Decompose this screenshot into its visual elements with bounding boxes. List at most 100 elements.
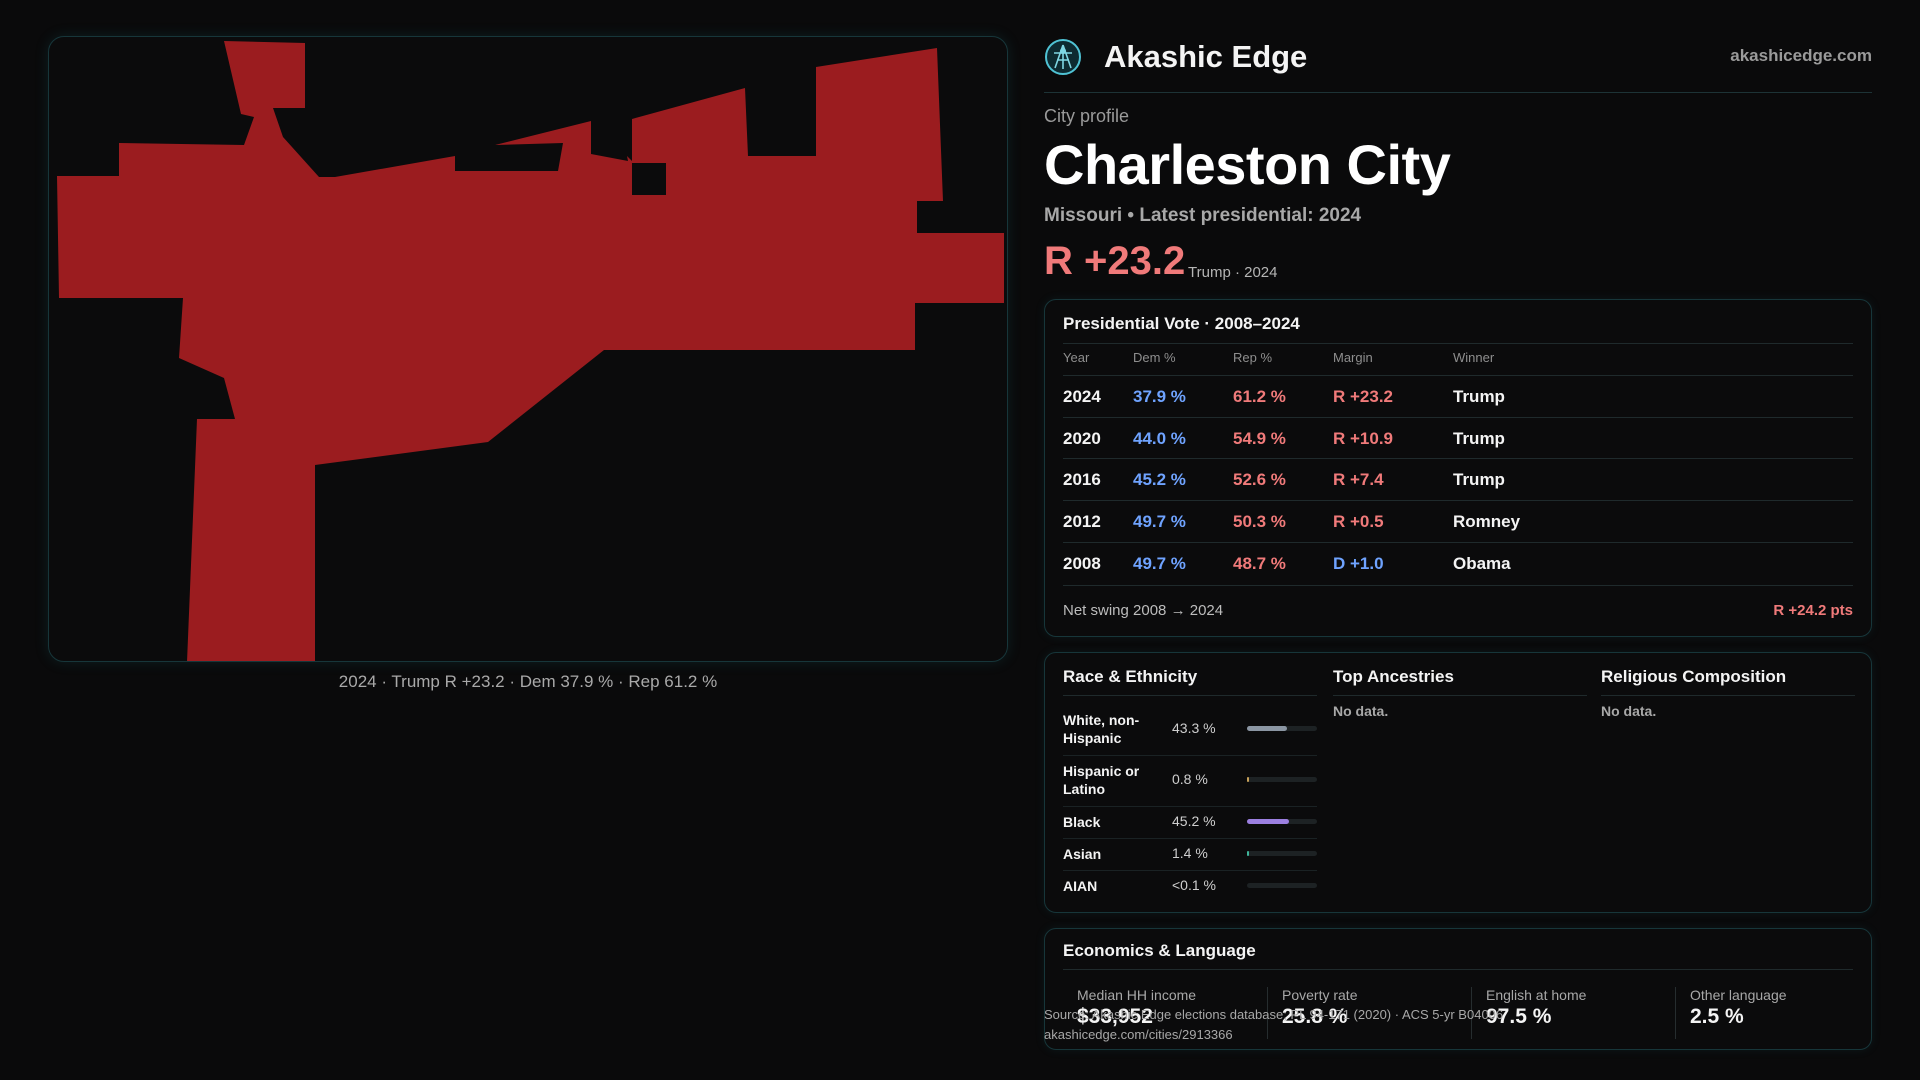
app-name: Akashic Edge (1104, 39, 1308, 74)
page-kicker: City profile (1044, 106, 1130, 126)
row-year: 2020 (1063, 429, 1101, 448)
race-bar (1247, 819, 1317, 824)
list-item: White, non-Hispanic 43.3 % (1063, 705, 1317, 756)
header: Akashic Edge akashicedge.com (1044, 36, 1872, 93)
map-caption: 2024 · Trump R +23.2 · Dem 37.9 % · Rep … (338, 672, 718, 691)
source-note: Source: Akashic Edge elections database;… (1044, 1007, 1504, 1022)
net-swing-value: R +24.2 pts (1773, 602, 1853, 619)
race-title: Race & Ethnicity (1063, 667, 1198, 686)
row-dem: 49.7 % (1133, 512, 1186, 531)
row-winner: Trump (1453, 387, 1505, 406)
race-label: Hispanic or Latino (1063, 763, 1140, 797)
race-label: AIAN (1063, 878, 1098, 894)
table-row: 2024 37.9 % 61.2 % R +23.2 Trump (1063, 375, 1853, 418)
vote-card-title: Presidential Vote · 2008–2024 (1063, 314, 1300, 333)
stat-english-at-home: English at home 97.5 % (1471, 987, 1658, 1039)
divider (1063, 343, 1853, 344)
row-margin: R +10.9 (1333, 429, 1394, 448)
list-item: Hispanic or Latino 0.8 % (1063, 756, 1317, 807)
row-year: 2008 (1063, 554, 1101, 573)
row-year: 2012 (1063, 512, 1101, 531)
stat-label: Median HH income (1077, 987, 1197, 1003)
row-winner: Trump (1453, 429, 1505, 448)
race-value: 43.3 % (1172, 720, 1216, 736)
row-dem: 45.2 % (1133, 470, 1186, 489)
race-value: <0.1 % (1172, 877, 1216, 893)
col-header-margin: Margin (1333, 350, 1373, 365)
race-bar-fill (1247, 726, 1287, 731)
table-row: 2012 49.7 % 50.3 % R +0.5 Romney (1063, 500, 1853, 543)
ancestry-no-data: No data. (1333, 703, 1389, 719)
latest-margin: R +23.2 (1044, 239, 1186, 283)
race-bar (1247, 851, 1317, 856)
row-winner: Romney (1453, 512, 1521, 531)
race-label: White, non-Hispanic (1063, 712, 1140, 746)
row-margin: R +7.4 (1333, 470, 1384, 489)
latest-margin-note: Trump · 2024 (1188, 264, 1278, 281)
table-row: 2016 45.2 % 52.6 % R +7.4 Trump (1063, 458, 1853, 501)
stat-value: 2.5 % (1690, 1005, 1744, 1028)
city-boundary-map[interactable] (48, 36, 1008, 662)
race-value: 0.8 % (1172, 771, 1208, 787)
table-row: 2020 44.0 % 54.9 % R +10.9 Trump (1063, 417, 1853, 460)
row-margin: R +23.2 (1333, 387, 1394, 406)
stat-other-language: Other language 2.5 % (1675, 987, 1856, 1039)
economics-card: Economics & Language Median HH income $3… (1044, 928, 1872, 1050)
stat-label: Poverty rate (1282, 987, 1358, 1003)
akashic-edge-logo-icon[interactable] (1044, 38, 1082, 76)
race-bar-fill (1247, 851, 1249, 856)
race-bar-fill (1247, 777, 1249, 782)
col-header-rep: Rep % (1233, 350, 1273, 365)
religion-title: Religious Composition (1601, 667, 1787, 686)
economics-title: Economics & Language (1063, 941, 1256, 960)
row-winner: Obama (1453, 554, 1511, 573)
race-bar (1247, 777, 1317, 782)
list-item: AIAN <0.1 % (1063, 871, 1317, 902)
stat-label: Other language (1690, 987, 1787, 1003)
row-rep: 61.2 % (1233, 387, 1286, 406)
col-header-dem: Dem % (1133, 350, 1176, 365)
race-label: Asian (1063, 846, 1102, 862)
stat-value: $33,952 (1077, 1005, 1153, 1028)
page-subtitle: Missouri • Latest presidential: 2024 (1044, 205, 1362, 226)
row-margin: R +0.5 (1333, 512, 1384, 531)
col-header-winner: Winner (1453, 350, 1495, 365)
col-header-year: Year (1063, 350, 1090, 365)
row-year: 2024 (1063, 387, 1101, 406)
race-label: Black (1063, 814, 1101, 830)
row-rep: 48.7 % (1233, 554, 1286, 573)
row-margin: D +1.0 (1333, 554, 1384, 573)
divider (1063, 695, 1317, 696)
race-value: 45.2 % (1172, 813, 1216, 829)
list-item: Asian 1.4 % (1063, 839, 1317, 871)
religion-no-data: No data. (1601, 703, 1657, 719)
demographics-card: Race & Ethnicity White, non-Hispanic 43.… (1044, 652, 1872, 913)
row-dem: 37.9 % (1133, 387, 1186, 406)
row-rep: 52.6 % (1233, 470, 1286, 489)
stat-poverty-rate: Poverty rate 25.8 % (1267, 987, 1454, 1039)
race-bar (1247, 726, 1317, 731)
divider (1063, 969, 1853, 970)
row-winner: Trump (1453, 470, 1505, 489)
page-url[interactable]: akashicedge.com/cities/2913366 (1044, 1027, 1233, 1042)
page-title: Charleston City (1044, 133, 1451, 196)
site-link[interactable]: akashicedge.com (1730, 46, 1872, 65)
row-rep: 50.3 % (1233, 512, 1286, 531)
stat-median-income: Median HH income $33,952 (1063, 987, 1249, 1039)
race-value: 1.4 % (1172, 845, 1208, 861)
row-year: 2016 (1063, 470, 1101, 489)
city-boundary-polygon (57, 41, 1004, 661)
stat-label: English at home (1486, 987, 1587, 1003)
city-boundary-shape (57, 41, 1004, 661)
list-item: Black 45.2 % (1063, 807, 1317, 839)
presidential-vote-card: Presidential Vote · 2008–2024 Year Dem %… (1044, 299, 1872, 637)
race-bar-fill (1247, 819, 1289, 824)
divider (1333, 695, 1587, 696)
divider (1601, 695, 1855, 696)
net-swing-label: Net swing 2008 → 2024 (1063, 602, 1224, 619)
stat-value: 25.8 % (1282, 1005, 1348, 1028)
row-dem: 49.7 % (1133, 554, 1186, 573)
footer: Source: Akashic Edge elections database;… (1044, 1005, 1503, 1045)
ancestry-title: Top Ancestries (1333, 667, 1454, 686)
stat-value: 97.5 % (1486, 1005, 1552, 1028)
